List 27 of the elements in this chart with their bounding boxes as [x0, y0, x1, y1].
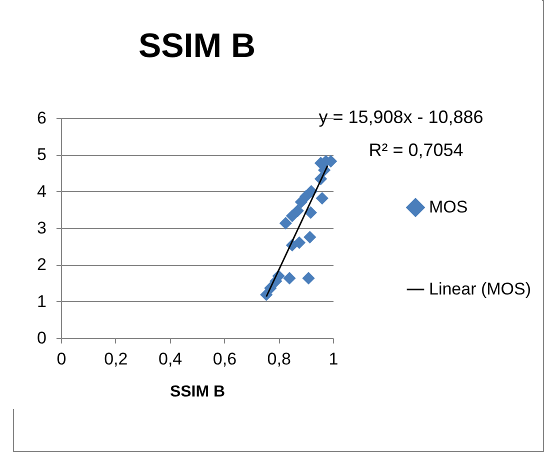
legend-label: MOS: [429, 198, 468, 216]
x-tick-label: 0: [56, 350, 66, 368]
y-tick-label: 6: [37, 108, 46, 128]
point: [302, 272, 315, 285]
x-tick-label: 0,6: [212, 350, 237, 368]
point: [291, 204, 304, 218]
point: [304, 206, 318, 219]
x-tick-label: 0,4: [158, 350, 182, 368]
point: [304, 230, 316, 244]
y-tick-label: 2: [37, 255, 46, 274]
x-axis-title: SSIM B: [170, 384, 226, 400]
y-tick-label: 3: [37, 218, 46, 238]
chart-title: SSIM B: [138, 27, 256, 65]
y-tick-label: 0: [37, 328, 46, 348]
x-tick-label: 1: [328, 350, 338, 368]
point: [316, 192, 328, 205]
x-tick-label: 0,2: [104, 350, 128, 368]
point: [292, 236, 306, 249]
point: [283, 272, 296, 285]
text: R² = 0,7054: [368, 140, 464, 160]
x-tick-label: 0,8: [267, 350, 291, 368]
y-tick-label: 4: [37, 182, 46, 201]
point: [279, 216, 292, 230]
y-tick-label: 5: [37, 145, 46, 164]
annotation: y = 15,908x - 10,886: [318, 107, 484, 127]
legend-label: Linear (MOS): [429, 280, 532, 298]
y-tick-label: 1: [37, 292, 46, 311]
